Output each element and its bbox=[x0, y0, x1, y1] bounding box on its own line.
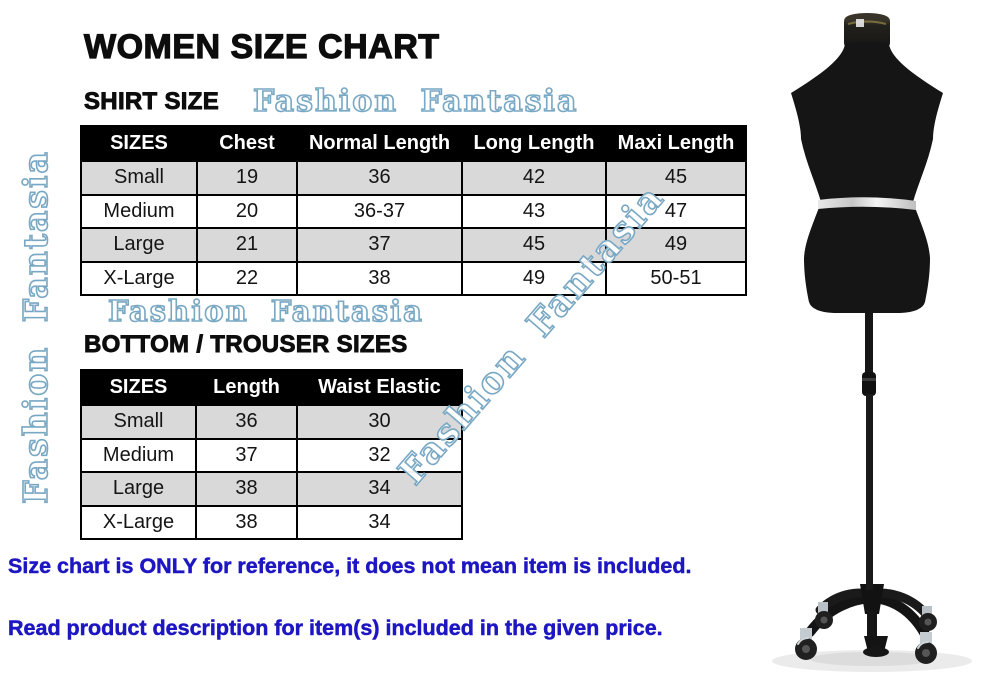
table-row: Large 38 34 bbox=[80, 471, 463, 507]
header-row: SIZES Length Waist Elastic bbox=[80, 369, 463, 406]
column-header: Chest bbox=[196, 125, 298, 162]
bottom-section-heading: BOTTOM / TROUSER SIZES bbox=[84, 331, 408, 359]
table-row: Small 36 30 bbox=[80, 404, 463, 440]
table-row: Small 19 36 42 45 bbox=[80, 160, 747, 196]
table-cell: 36 bbox=[296, 160, 463, 196]
table-cell: 45 bbox=[605, 160, 747, 196]
table-cell: 38 bbox=[296, 260, 463, 296]
table-cell: X-Large bbox=[80, 260, 198, 296]
table-cell: Small bbox=[80, 160, 198, 196]
caster-wheel bbox=[919, 606, 937, 631]
caster-wheel bbox=[815, 602, 833, 629]
mannequin-image bbox=[772, 13, 972, 672]
table-cell: 49 bbox=[605, 227, 747, 263]
table-cell: 49 bbox=[461, 260, 607, 296]
table-cell: Small bbox=[80, 404, 197, 440]
watermark-middle: Fashion Fantasia bbox=[107, 293, 424, 329]
shirt-size-table: SIZES Chest Normal Length Long Length Maxi L… bbox=[80, 125, 747, 296]
table-cell: 47 bbox=[605, 193, 747, 229]
table-cell: 20 bbox=[196, 193, 298, 229]
table-row: Medium 20 36-37 43 47 bbox=[80, 193, 747, 229]
table-cell: Large bbox=[80, 471, 197, 507]
watermark-shirt: Fashion Fantasia bbox=[252, 83, 579, 120]
column-header: Waist Elastic bbox=[296, 369, 463, 406]
column-header: SIZES bbox=[80, 369, 197, 406]
table-cell: 34 bbox=[296, 471, 463, 507]
table-cell: 37 bbox=[195, 437, 298, 473]
table-cell: 38 bbox=[195, 471, 298, 507]
table-cell: 50-51 bbox=[605, 260, 747, 296]
torso bbox=[791, 42, 943, 313]
table-row: Medium 37 32 bbox=[80, 437, 463, 473]
table-row: X-Large 22 38 49 50-51 bbox=[80, 260, 747, 296]
table-cell: 36 bbox=[195, 404, 298, 440]
note-reference: Size chart is ONLY for reference, it doe… bbox=[8, 554, 692, 579]
stand-base bbox=[795, 584, 937, 664]
table-cell: 38 bbox=[195, 504, 298, 540]
shirt-section-heading: SHIRT SIZE bbox=[84, 88, 220, 116]
waist-belt bbox=[818, 197, 916, 210]
column-header: SIZES bbox=[80, 125, 198, 162]
table-cell: Medium bbox=[80, 193, 198, 229]
table-cell: 21 bbox=[196, 227, 298, 263]
note-description: Read product description for item(s) inc… bbox=[8, 616, 663, 641]
table-cell: X-Large bbox=[80, 504, 197, 540]
caster-wheel bbox=[795, 628, 817, 660]
header-row: SIZES Chest Normal Length Long Length Maxi L… bbox=[80, 125, 747, 162]
table-cell: 37 bbox=[296, 227, 463, 263]
table-cell: 30 bbox=[296, 404, 463, 440]
page-title: WOMEN SIZE CHART bbox=[83, 27, 440, 66]
column-header: Length bbox=[195, 369, 298, 406]
table-cell: Large bbox=[80, 227, 198, 263]
neck-cap bbox=[844, 13, 890, 48]
column-header: Long Length bbox=[461, 125, 607, 162]
column-header: Normal Length bbox=[296, 125, 463, 162]
column-header: Maxi Length bbox=[605, 125, 747, 162]
table-cell: 45 bbox=[461, 227, 607, 263]
table-row: Large 21 37 45 49 bbox=[80, 227, 747, 263]
table-cell: 43 bbox=[461, 193, 607, 229]
table-row: X-Large 38 34 bbox=[80, 504, 463, 540]
bottom-size-table: SIZES Length Waist Elastic Small 36 30 Medium 3… bbox=[80, 369, 463, 540]
table-cell: 19 bbox=[196, 160, 298, 196]
table-cell: Medium bbox=[80, 437, 197, 473]
table-cell: 34 bbox=[296, 504, 463, 540]
table-cell: 32 bbox=[296, 437, 463, 473]
table-cell: 22 bbox=[196, 260, 298, 296]
watermark-vertical: Fashion Fantasia bbox=[15, 149, 56, 504]
stand-pole bbox=[862, 308, 876, 590]
table-cell: 36-37 bbox=[296, 193, 463, 229]
table-cell: 42 bbox=[461, 160, 607, 196]
caster-wheel bbox=[915, 632, 937, 664]
